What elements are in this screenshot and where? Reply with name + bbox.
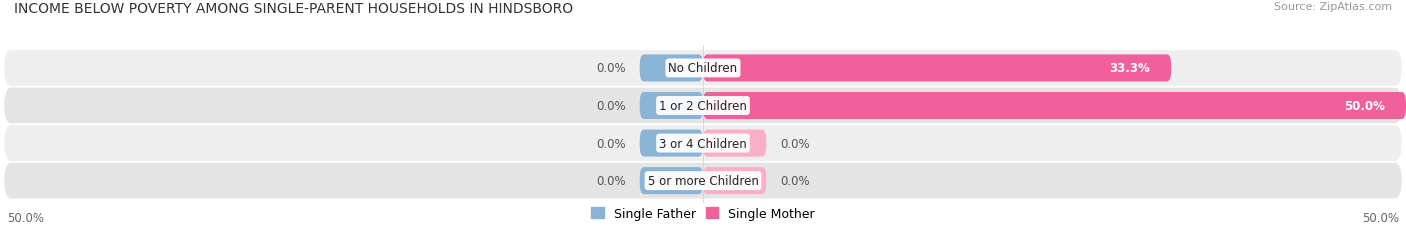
FancyBboxPatch shape [640, 55, 703, 82]
FancyBboxPatch shape [703, 55, 1171, 82]
FancyBboxPatch shape [640, 167, 703, 194]
Text: INCOME BELOW POVERTY AMONG SINGLE-PARENT HOUSEHOLDS IN HINDSBORO: INCOME BELOW POVERTY AMONG SINGLE-PARENT… [14, 2, 574, 16]
Text: 3 or 4 Children: 3 or 4 Children [659, 137, 747, 150]
Text: 50.0%: 50.0% [7, 211, 44, 224]
FancyBboxPatch shape [640, 93, 703, 119]
Text: 0.0%: 0.0% [596, 62, 626, 75]
FancyBboxPatch shape [640, 130, 703, 157]
FancyBboxPatch shape [4, 88, 1402, 124]
Text: Source: ZipAtlas.com: Source: ZipAtlas.com [1274, 2, 1392, 12]
Text: 5 or more Children: 5 or more Children [648, 174, 758, 187]
FancyBboxPatch shape [703, 93, 1406, 119]
Text: 0.0%: 0.0% [596, 137, 626, 150]
Text: 0.0%: 0.0% [596, 174, 626, 187]
FancyBboxPatch shape [703, 130, 766, 157]
Text: 50.0%: 50.0% [1344, 100, 1385, 112]
Text: 0.0%: 0.0% [780, 137, 810, 150]
Text: 1 or 2 Children: 1 or 2 Children [659, 100, 747, 112]
Text: 0.0%: 0.0% [780, 174, 810, 187]
Text: 50.0%: 50.0% [1362, 211, 1399, 224]
FancyBboxPatch shape [4, 126, 1402, 161]
Text: 0.0%: 0.0% [596, 100, 626, 112]
Legend: Single Father, Single Mother: Single Father, Single Mother [586, 202, 820, 225]
Text: 33.3%: 33.3% [1109, 62, 1150, 75]
FancyBboxPatch shape [703, 167, 766, 194]
FancyBboxPatch shape [4, 51, 1402, 86]
Text: No Children: No Children [668, 62, 738, 75]
FancyBboxPatch shape [4, 163, 1402, 199]
